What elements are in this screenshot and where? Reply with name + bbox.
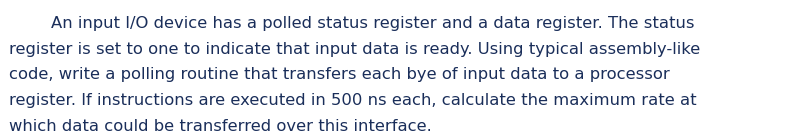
Text: register. If instructions are executed in 500 ns each, calculate the maximum rat: register. If instructions are executed i…	[9, 93, 697, 108]
Text: code, write a polling routine that transfers each bye of input data to a process: code, write a polling routine that trans…	[9, 68, 670, 82]
Text: which data could be transferred over this interface.: which data could be transferred over thi…	[9, 119, 432, 134]
Text: An input I/O device has a polled status register and a data register. The status: An input I/O device has a polled status …	[9, 16, 695, 31]
Text: register is set to one to indicate that input data is ready. Using typical assem: register is set to one to indicate that …	[9, 42, 701, 57]
